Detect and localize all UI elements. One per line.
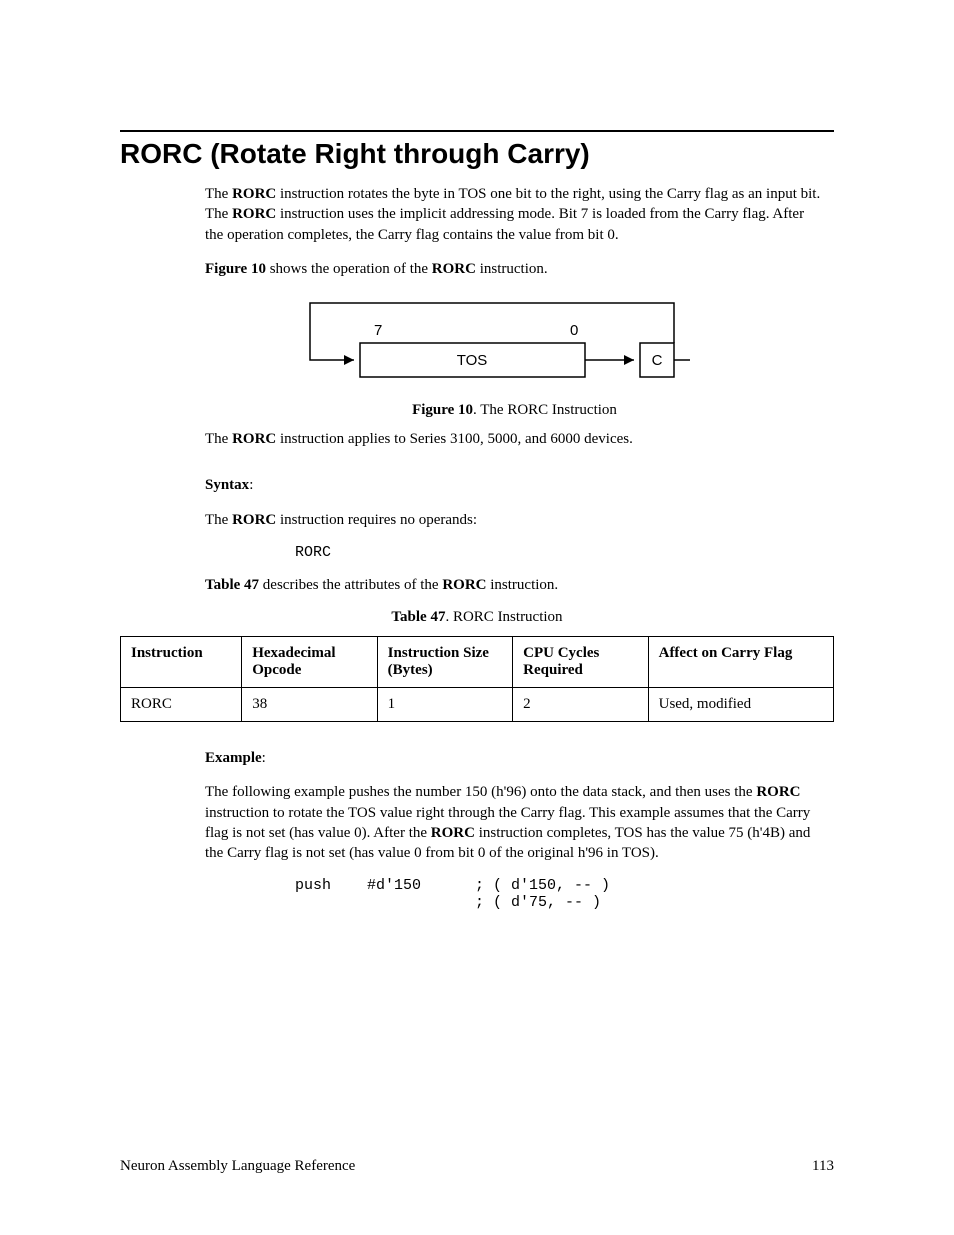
td-opcode: 38 — [242, 688, 377, 722]
label: Syntax — [205, 477, 249, 493]
th-opcode: Hexadecimal Opcode — [242, 637, 377, 688]
colon: : — [262, 750, 266, 766]
page-footer: Neuron Assembly Language Reference 113 — [120, 1158, 834, 1175]
caption-text: . RORC Instruction — [445, 609, 562, 625]
figure-number: Figure 10 — [205, 261, 266, 277]
mnemonic: RORC — [232, 512, 276, 528]
caption-number: Figure 10 — [412, 402, 473, 418]
rorc-diagram: 7 0 TOS C — [280, 293, 750, 393]
example-heading: Example: — [205, 748, 824, 768]
intro-paragraph: The RORC instruction rotates the byte in… — [205, 184, 824, 245]
example-code: push #d'150 ; ( d'150, -- ) ; ( d'75, --… — [295, 877, 824, 911]
colon: : — [249, 477, 253, 493]
td-size: 1 — [377, 688, 512, 722]
table-number: Table 47 — [205, 577, 259, 593]
mnemonic: RORC — [232, 431, 276, 447]
page-number: 113 — [812, 1158, 834, 1175]
table-caption: Table 47. RORC Instruction — [120, 609, 834, 626]
td-carry: Used, modified — [648, 688, 833, 722]
caption-text: . The RORC Instruction — [473, 402, 617, 418]
mnemonic: RORC — [432, 261, 476, 277]
page: RORC (Rotate Right through Carry) The RO… — [0, 0, 954, 1235]
carry-label: C — [651, 352, 662, 369]
table-header-row: Instruction Hexadecimal Opcode Instructi… — [121, 637, 834, 688]
table-ref: Table 47 describes the attributes of the… — [205, 575, 824, 595]
figure-caption: Figure 10. The RORC Instruction — [205, 402, 824, 419]
figure-ref: Figure 10 shows the operation of the ROR… — [205, 259, 824, 279]
syntax-heading: Syntax: — [205, 475, 824, 495]
td-cycles: 2 — [513, 688, 648, 722]
syntax-code: RORC — [295, 544, 824, 561]
applies-to: The RORC instruction applies to Series 3… — [205, 429, 824, 449]
mnemonic: RORC — [431, 825, 475, 841]
mnemonic: RORC — [442, 577, 486, 593]
table-row: RORC 38 1 2 Used, modified — [121, 688, 834, 722]
text: instruction. — [487, 577, 559, 593]
text: instruction applies to Series 3100, 5000… — [276, 431, 633, 447]
body: The RORC instruction rotates the byte in… — [205, 184, 824, 595]
mnemonic: RORC — [756, 784, 800, 800]
caption-number: Table 47 — [391, 609, 445, 625]
text: instruction uses the implicit addressing… — [205, 206, 804, 242]
text: shows the operation of the — [266, 261, 432, 277]
th-instruction: Instruction — [121, 637, 242, 688]
tos-label: TOS — [456, 352, 487, 369]
top-rule — [120, 130, 834, 132]
th-size: Instruction Size (Bytes) — [377, 637, 512, 688]
th-cycles: CPU Cycles Required — [513, 637, 648, 688]
label: Example — [205, 750, 262, 766]
mnemonic: RORC — [232, 186, 276, 202]
text: The — [205, 512, 232, 528]
mnemonic: RORC — [232, 206, 276, 222]
text: describes the attributes of the — [259, 577, 442, 593]
example-desc: The following example pushes the number … — [205, 782, 824, 863]
instruction-table: Instruction Hexadecimal Opcode Instructi… — [120, 636, 834, 722]
text: The following example pushes the number … — [205, 784, 756, 800]
page-title: RORC (Rotate Right through Carry) — [120, 138, 834, 170]
footer-title: Neuron Assembly Language Reference — [120, 1158, 355, 1175]
example-section: Example: The following example pushes th… — [205, 748, 824, 911]
text: instruction. — [476, 261, 548, 277]
figure-10: 7 0 TOS C — [205, 293, 824, 398]
td-instruction: RORC — [121, 688, 242, 722]
syntax-desc: The RORC instruction requires no operand… — [205, 510, 824, 530]
text: The — [205, 186, 232, 202]
text: instruction requires no operands: — [276, 512, 477, 528]
bit7-label: 7 — [374, 322, 382, 339]
th-carry: Affect on Carry Flag — [648, 637, 833, 688]
bit0-label: 0 — [570, 322, 578, 339]
text: The — [205, 431, 232, 447]
